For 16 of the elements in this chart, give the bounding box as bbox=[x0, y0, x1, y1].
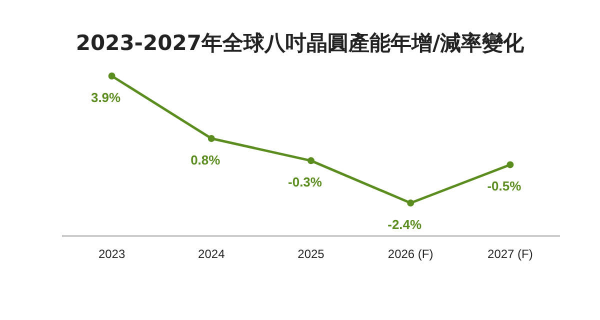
data-label: -0.3% bbox=[288, 174, 322, 190]
point bbox=[407, 200, 414, 206]
point bbox=[308, 157, 314, 164]
x-tick-label: 2024 bbox=[198, 247, 226, 261]
point bbox=[208, 134, 215, 142]
x-tick-label: 2027 (F) bbox=[488, 247, 533, 261]
data-label: 3.9% bbox=[90, 90, 122, 105]
point bbox=[506, 161, 514, 168]
data-label: 0.8% bbox=[190, 152, 221, 168]
x-tick-label: 2023 bbox=[98, 247, 126, 261]
chart-title: 2023-2027年全球八吋晶圓產能年增/減率變化 bbox=[76, 31, 526, 55]
data-label: -0.5% bbox=[487, 178, 522, 194]
point bbox=[108, 72, 116, 80]
data-label: -2.4% bbox=[388, 217, 422, 232]
x-tick-label: 2025 bbox=[298, 247, 325, 261]
x-tick-label: 2026 (F) bbox=[388, 247, 434, 261]
